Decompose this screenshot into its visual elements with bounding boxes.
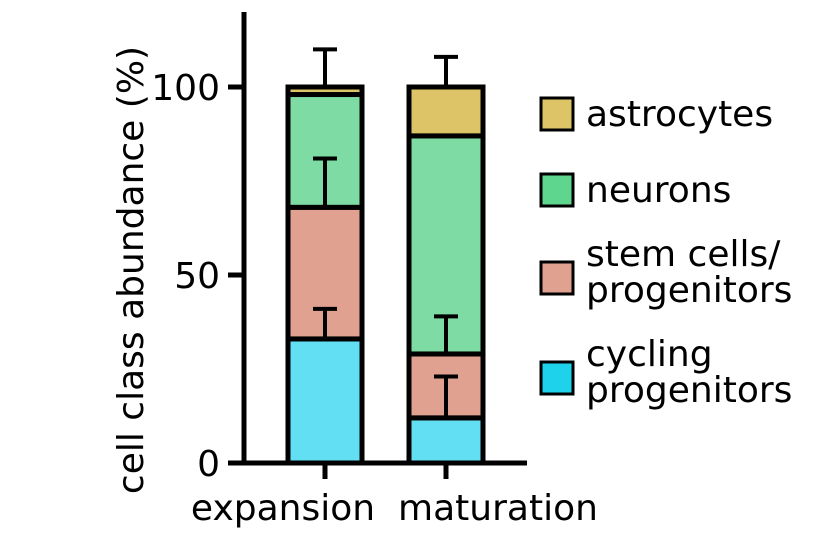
legend-label: cycling xyxy=(586,334,713,375)
error-bars xyxy=(313,47,458,418)
legend-swatch xyxy=(539,360,575,396)
legend-label: astrocytes xyxy=(586,94,773,135)
y-tick-label: 0 xyxy=(197,444,220,485)
bar-segment xyxy=(285,84,365,98)
bar-segment xyxy=(285,336,365,466)
y-tick-label: 100 xyxy=(151,68,220,109)
x-ticks: expansion maturation xyxy=(191,463,598,529)
y-tick-label: 50 xyxy=(174,256,220,297)
y-ticks: 0 50 100 xyxy=(151,68,244,485)
bar-segment xyxy=(406,84,486,139)
bars xyxy=(285,84,486,466)
legend-swatch xyxy=(539,96,575,132)
bar-segment xyxy=(406,415,486,466)
y-axis-title: cell class abundance (%) xyxy=(111,46,152,494)
legend-swatch xyxy=(539,172,575,208)
x-category-label: maturation xyxy=(398,488,598,529)
x-category-label: expansion xyxy=(191,488,375,529)
legend-label: progenitors xyxy=(586,370,792,411)
legend-label: neurons xyxy=(586,170,731,211)
legend-swatch xyxy=(539,260,575,296)
legend-label: progenitors xyxy=(586,270,792,311)
legend-label: stem cells/ xyxy=(586,234,781,275)
